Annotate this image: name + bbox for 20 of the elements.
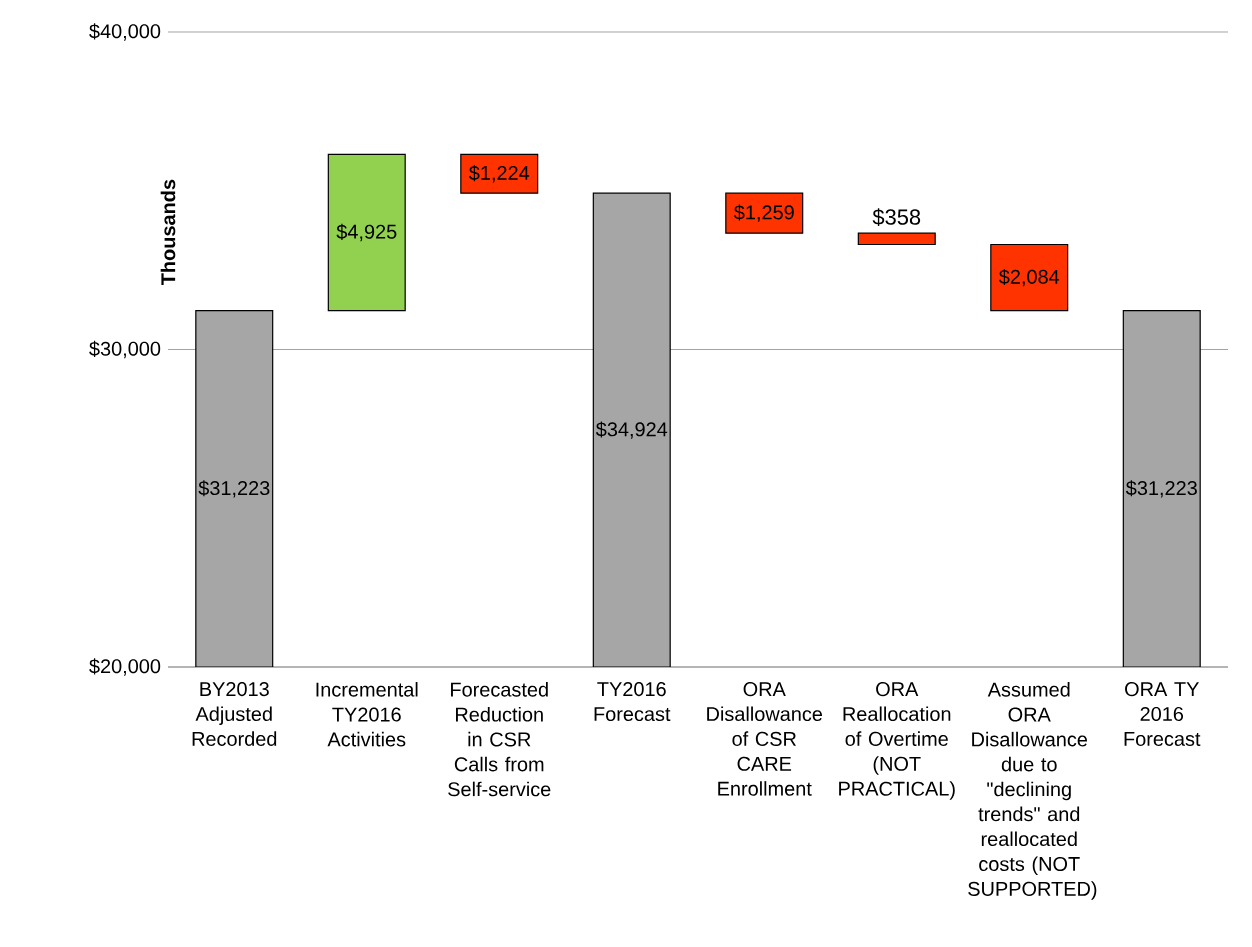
data-label: $1,224 [469,165,530,183]
x-tick-label: TY2016 Forecast [594,682,671,722]
y-tick-label: $20,000 [89,658,161,676]
x-tick-label: ORA Reallocation of Overtime (NOT PRACTICAL) [839,682,955,800]
x-tick-label: Forecasted Reduction in CSR Calls from Self-service [448,682,551,797]
y-tick-label: $30,000 [89,340,161,359]
category-label: Assumed ORA Disallowance due to "declining trends" and reallocated costs (NOT SUPPORTED) [968,682,1097,900]
data-label: $2,084 [999,268,1060,287]
y-tick-label: $40,000 [89,23,161,41]
x-tick-label: Incremental TY2016 Activities [316,682,418,747]
data-label: $31,223 [198,480,270,498]
x-tick-label: ORA Disallowance of CSR CARE Enrollment [707,682,823,796]
y-axis-title: Thousands [160,179,176,286]
data-label: $1,259 [734,204,794,222]
x-tick-label: BY2013 Adjusted Recorded [192,682,277,746]
data-label: $4,925 [336,223,397,242]
data-label: $358 [872,208,921,227]
data-label: $31,223 [1125,480,1197,498]
data-label: $34,924 [595,421,668,439]
x-tick-label: ORA TY 2016 Forecast [1124,682,1201,746]
